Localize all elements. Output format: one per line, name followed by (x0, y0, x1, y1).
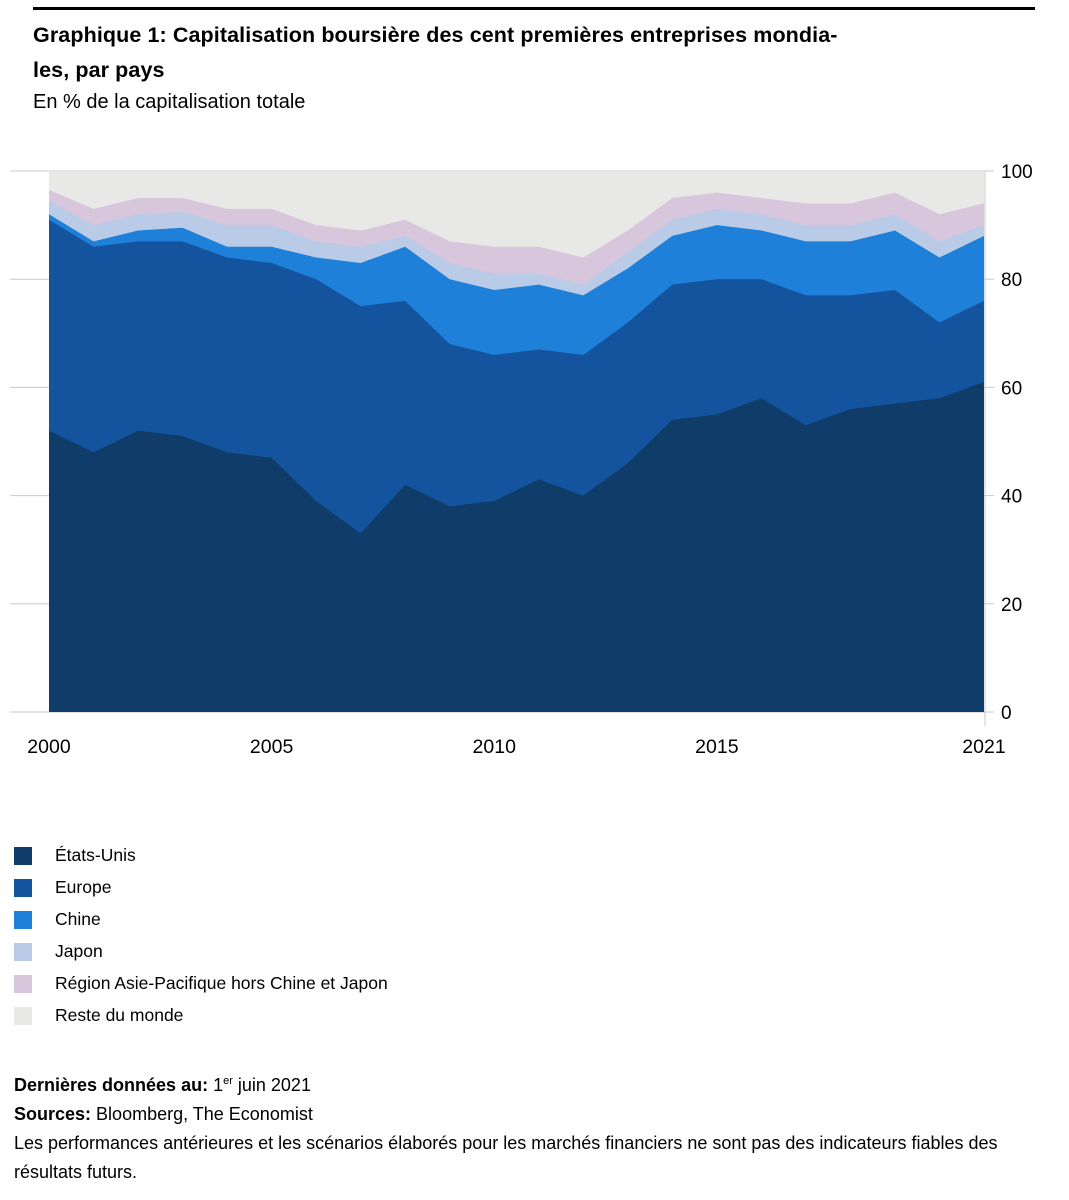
area-series-0 (49, 381, 984, 712)
top-divider-rule (33, 7, 1035, 10)
legend-label-etats-unis: États-Unis (55, 845, 136, 865)
legend-label-japon: Japon (55, 941, 103, 961)
legend-label-asie-pacifique: Région Asie-Pacifique hors Chine et Japo… (55, 973, 388, 993)
svg-text:2000: 2000 (27, 736, 71, 758)
legend: États-Unis Europe Chine Japon Région Asi… (14, 845, 388, 1026)
svg-text:80: 80 (1001, 270, 1022, 291)
legend-swatch-japon (14, 942, 32, 961)
svg-text:60: 60 (1001, 378, 1022, 399)
chart-title-line2: les, par pays (33, 58, 165, 82)
legend-item-chine: Chine (14, 909, 388, 930)
stacked-area-chart: 0 20 40 60 80 100 2000 2005 2010 2015 2021 (10, 162, 1033, 758)
chart-title: Graphique 1: Capitalisation boursière de… (33, 18, 838, 88)
svg-text:2005: 2005 (250, 736, 294, 758)
last-data-label: Dernières données au: (14, 1075, 209, 1095)
legend-label-chine: Chine (55, 909, 101, 929)
legend-item-europe: Europe (14, 877, 388, 898)
legend-swatch-chine (14, 910, 32, 929)
legend-swatch-europe (14, 878, 32, 897)
legend-item-reste-du-monde: Reste du monde (14, 1005, 388, 1026)
last-data-value-num: 1 (213, 1075, 224, 1095)
chart-subtitle: En % de la capitalisation totale (33, 91, 306, 113)
svg-text:2015: 2015 (695, 736, 739, 758)
legend-swatch-reste-du-monde (14, 1006, 32, 1025)
svg-text:20: 20 (1001, 595, 1022, 616)
svg-text:40: 40 (1001, 487, 1022, 508)
disclaimer: Les performances antérieures et les scén… (14, 1133, 998, 1182)
last-data-value-sup: er (223, 1075, 233, 1087)
legend-label-europe: Europe (55, 877, 112, 897)
sources-value: Bloomberg, The Economist (96, 1104, 313, 1124)
last-data-line: Dernières données au: 1er juin 2021 (14, 1071, 1006, 1100)
legend-item-etats-unis: États-Unis (14, 845, 388, 866)
svg-text:2010: 2010 (473, 736, 517, 758)
footer: Dernières données au: 1er juin 2021 Sour… (14, 1071, 1006, 1187)
svg-text:2021: 2021 (962, 736, 1005, 758)
legend-label-reste-du-monde: Reste du monde (55, 1005, 184, 1025)
legend-swatch-asie-pacifique (14, 974, 32, 993)
legend-swatch-etats-unis (14, 846, 32, 865)
svg-text:100: 100 (1001, 162, 1033, 183)
last-data-value-rest: juin 2021 (237, 1075, 311, 1095)
legend-item-asie-pacifique: Région Asie-Pacifique hors Chine et Japo… (14, 973, 388, 994)
sources-line: Sources: Bloomberg, The Economist (14, 1100, 1006, 1129)
legend-item-japon: Japon (14, 941, 388, 962)
svg-text:0: 0 (1001, 703, 1012, 724)
chart-title-line1: Graphique 1: Capitalisation boursière de… (33, 23, 838, 47)
sources-label: Sources: (14, 1104, 92, 1124)
